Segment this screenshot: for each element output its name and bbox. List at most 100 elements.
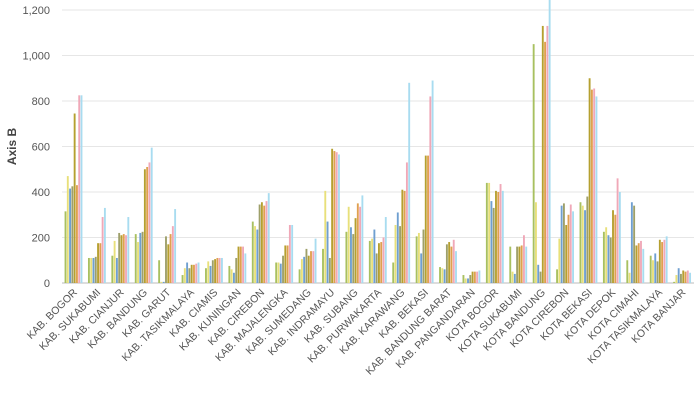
bars xyxy=(64,0,692,284)
bar-8-5 xyxy=(237,246,240,283)
bar-14-1 xyxy=(368,240,371,283)
bar-16-1 xyxy=(415,236,418,283)
bar-7-3 xyxy=(209,265,212,283)
bar-16-2 xyxy=(417,232,420,283)
bar-24-6 xyxy=(614,214,617,283)
bar-12-5 xyxy=(331,148,334,283)
bar-10-3 xyxy=(279,263,282,283)
bar-3-3 xyxy=(115,257,118,283)
bar-10-6 xyxy=(286,245,289,283)
bar-9-7 xyxy=(265,201,268,283)
bar-27-8 xyxy=(689,272,692,283)
bar-21-3 xyxy=(537,264,540,283)
bar-18-8 xyxy=(478,270,481,283)
bar-15-8 xyxy=(408,82,411,283)
bar-1-7 xyxy=(78,95,81,283)
bar-17-4 xyxy=(445,244,448,283)
bar-25-7 xyxy=(640,240,642,283)
bar-11-4 xyxy=(305,248,308,284)
bar-16-8 xyxy=(431,80,434,283)
bar-16-5 xyxy=(424,155,427,283)
bar-23-3 xyxy=(584,210,586,283)
bar-17-8 xyxy=(455,251,457,283)
bar-25-3 xyxy=(630,202,633,283)
bar-8-4 xyxy=(235,257,238,283)
bar-6-8 xyxy=(197,262,200,283)
bar-20-2 xyxy=(511,271,514,284)
bar-13-7 xyxy=(359,206,362,283)
bar-26-5 xyxy=(658,239,661,283)
bar-21-4 xyxy=(539,271,542,284)
bar-4-8 xyxy=(150,147,153,283)
bar-2-4 xyxy=(94,256,97,283)
bar-3-4 xyxy=(118,232,121,283)
bar-14-2 xyxy=(371,238,374,283)
bar-22-2 xyxy=(558,238,561,283)
bar-9-4 xyxy=(258,204,261,283)
bar-4-5 xyxy=(143,169,146,283)
bar-14-8 xyxy=(384,217,387,283)
bar-12-1 xyxy=(322,248,324,284)
bar-21-2 xyxy=(535,202,537,283)
bar-13-4 xyxy=(352,234,355,283)
y-tick-label: 400 xyxy=(32,187,50,199)
bar-14-3 xyxy=(373,229,376,283)
bar-9-8 xyxy=(267,193,270,283)
bar-12-2 xyxy=(324,190,327,283)
bar-19-4 xyxy=(492,207,495,283)
bar-1-4 xyxy=(71,186,74,283)
bar-12-4 xyxy=(328,257,331,283)
bar-6-2 xyxy=(183,268,186,283)
bar-12-7 xyxy=(335,152,338,283)
bar-12-8 xyxy=(338,154,340,283)
bar-27-5 xyxy=(682,270,685,283)
bar-5-4 xyxy=(165,236,167,283)
bar-5-7 xyxy=(171,226,174,284)
bar-10-4 xyxy=(282,255,284,283)
bar-26-8 xyxy=(665,236,668,283)
bar-5-6 xyxy=(169,234,172,283)
bar-9-5 xyxy=(260,202,263,283)
bar-23-7 xyxy=(593,88,596,284)
bar-23-5 xyxy=(588,78,591,283)
bar-15-4 xyxy=(399,226,402,284)
bar-7-6 xyxy=(216,257,219,283)
bar-8-8 xyxy=(244,253,247,283)
bar-1-6 xyxy=(75,185,78,283)
bar-15-3 xyxy=(396,212,399,283)
bar-17-5 xyxy=(448,242,451,283)
bar-25-5 xyxy=(635,245,638,283)
bar-20-1 xyxy=(509,246,512,283)
bar-19-5 xyxy=(495,190,497,283)
bar-10-7 xyxy=(288,224,291,283)
bar-11-2 xyxy=(300,259,303,283)
bar-13-2 xyxy=(347,206,350,283)
bar-8-2 xyxy=(230,269,233,283)
bar-27-6 xyxy=(684,271,687,284)
bar-10-2 xyxy=(277,262,280,283)
bar-7-1 xyxy=(205,268,207,283)
bar-6-6 xyxy=(193,264,195,283)
bar-8-3 xyxy=(232,272,235,283)
bar-15-6 xyxy=(403,190,406,283)
bar-2-1 xyxy=(87,257,90,283)
bar-18-2 xyxy=(464,278,467,283)
bar-22-8 xyxy=(572,211,574,283)
gridlines xyxy=(62,9,694,284)
bar-24-8 xyxy=(618,192,621,283)
bar-19-1 xyxy=(485,182,488,283)
bar-25-2 xyxy=(628,272,631,283)
bar-12-6 xyxy=(333,151,336,283)
bar-16-6 xyxy=(427,155,429,283)
bar-7-7 xyxy=(218,257,221,283)
bar-16-7 xyxy=(429,96,432,283)
bar-20-3 xyxy=(513,273,516,283)
bar-9-3 xyxy=(256,229,259,283)
bar-3-7 xyxy=(125,235,127,283)
bar-11-3 xyxy=(303,256,306,283)
bar-22-6 xyxy=(567,214,570,283)
y-tick-label: 1,000 xyxy=(22,51,50,63)
bar-23-2 xyxy=(581,205,584,283)
bar-17-3 xyxy=(443,269,446,283)
bar-13-1 xyxy=(345,231,348,283)
